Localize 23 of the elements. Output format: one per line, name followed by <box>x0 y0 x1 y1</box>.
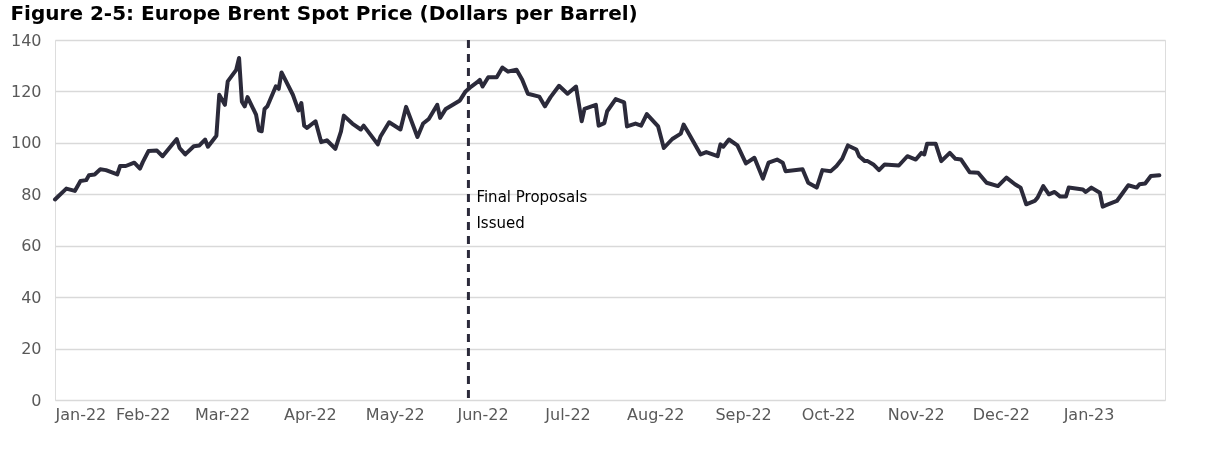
x-tick-label: Nov-22 <box>887 404 945 424</box>
y-tick-label: 60 <box>21 236 42 256</box>
y-tick-label: 80 <box>21 184 42 204</box>
x-tick-label: Oct-22 <box>801 404 856 424</box>
y-tick-label: 140 <box>10 30 42 50</box>
x-tick-label: May-22 <box>365 404 425 424</box>
x-tick-label: Dec-22 <box>972 404 1030 424</box>
x-tick-label: Apr-22 <box>283 404 337 424</box>
y-tick-label: 100 <box>10 133 42 153</box>
x-tick-label: Jun-22 <box>456 404 509 424</box>
x-tick-label: Jan-22 <box>54 404 107 424</box>
x-tick-label: Mar-22 <box>194 404 251 424</box>
ref-line-label: Final Proposals Issued <box>476 188 588 232</box>
y-tick-label: 0 <box>31 390 42 410</box>
y-tick-label: 20 <box>21 339 42 359</box>
x-tick-label: Jan-23 <box>1062 404 1115 424</box>
y-tick-label: 40 <box>21 287 42 307</box>
chart-title: Figure 2-5: Europe Brent Spot Price (Dollars per Barrel) <box>10 1 638 25</box>
y-tick-label: 120 <box>10 81 42 101</box>
x-tick-label: Feb-22 <box>116 404 171 424</box>
x-tick-label: Sep-22 <box>715 404 772 424</box>
x-tick-label: Aug-22 <box>627 404 685 424</box>
x-tick-label: Jul-22 <box>544 404 591 424</box>
